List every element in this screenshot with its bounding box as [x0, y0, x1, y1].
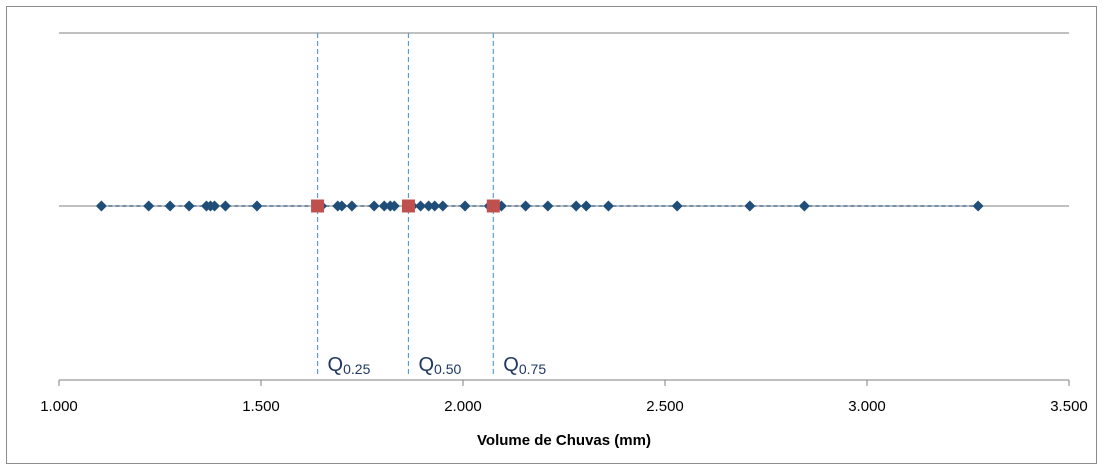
x-axis: 1.000 1.500 2.000 2.500 3.000 3.500 — [40, 379, 1088, 415]
data-point — [183, 200, 195, 212]
x-tick-label: 3.500 — [1050, 398, 1088, 415]
x-tick-label: 1.000 — [40, 398, 78, 415]
data-point — [520, 200, 532, 212]
data-point — [346, 200, 358, 212]
quantile-label-0.75: Q0.75 — [503, 354, 546, 377]
data-point — [570, 200, 582, 212]
data-point — [798, 200, 810, 212]
chart-frame — [6, 6, 1097, 464]
data-point — [459, 200, 471, 212]
quantile-marker — [401, 199, 415, 213]
quantile-label-0.25: Q0.25 — [328, 354, 371, 377]
quantile-labels: Q0.25 Q0.50 Q0.75 — [328, 354, 547, 377]
data-point — [437, 200, 449, 212]
x-tick-label: 1.500 — [242, 398, 280, 415]
quantile-marker — [486, 199, 500, 213]
quantile-marker — [311, 199, 325, 213]
data-point — [95, 200, 107, 212]
data-point — [602, 200, 614, 212]
data-point — [209, 200, 221, 212]
x-tick-label: 2.500 — [646, 398, 684, 415]
data-point — [580, 200, 592, 212]
data-point — [542, 200, 554, 212]
data-point — [368, 200, 380, 212]
data-point — [378, 200, 390, 212]
quantile-markers — [311, 199, 500, 213]
data-point — [423, 200, 435, 212]
data-point — [219, 200, 231, 212]
data-point — [336, 200, 348, 212]
data-point — [415, 200, 427, 212]
data-point — [972, 200, 984, 212]
data-point — [388, 200, 400, 212]
data-point — [429, 200, 441, 212]
data-point — [143, 200, 155, 212]
x-tick-label: 3.000 — [848, 398, 886, 415]
data-point — [251, 200, 263, 212]
data-point — [164, 200, 176, 212]
x-tick-label: 2.000 — [444, 398, 482, 415]
horizontal-reference-lines — [59, 32, 1069, 207]
data-point — [671, 200, 683, 212]
x-axis-title: Volume de Chuvas (mm) — [477, 432, 651, 449]
data-point — [744, 200, 756, 212]
quantile-label-0.50: Q0.50 — [418, 354, 461, 377]
